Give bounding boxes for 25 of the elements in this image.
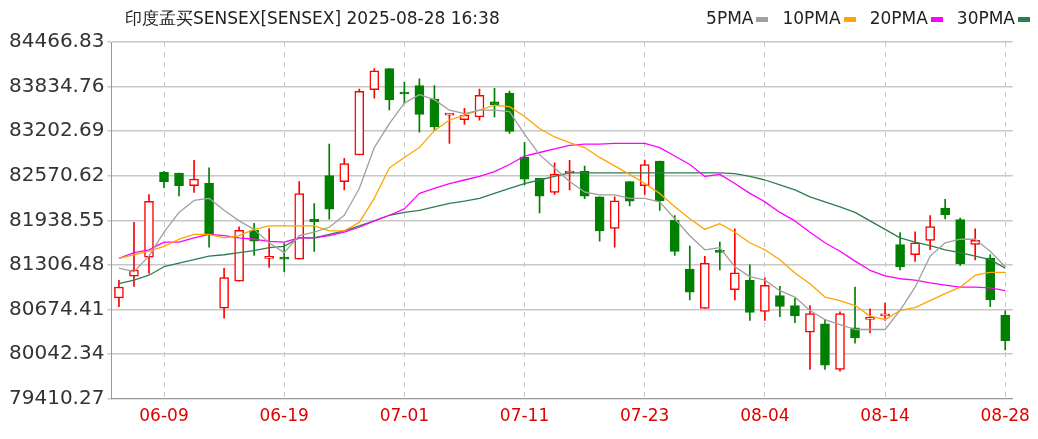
- x-tick-label: 07-23: [620, 405, 670, 426]
- y-tick-label: 81306.48: [8, 251, 105, 276]
- y-tick-label: 83202.69: [8, 117, 105, 142]
- y-tick-label: 80042.34: [8, 340, 105, 365]
- y-tick-label: 83834.76: [8, 72, 105, 97]
- x-tick-label: 08-04: [740, 405, 790, 426]
- y-tick-label: 80674.41: [8, 295, 105, 320]
- x-tick-label: 08-28: [980, 405, 1030, 426]
- x-tick-label: 08-14: [860, 405, 910, 426]
- x-tick-label: 07-11: [499, 405, 550, 426]
- y-tick-label: 82570.62: [8, 161, 105, 186]
- x-tick-label: 07-01: [379, 405, 430, 426]
- chart-title: 印度孟买SENSEX[SENSEX] 2025-08-28 16:38: [125, 6, 500, 30]
- x-tick-label: 06-09: [139, 405, 189, 426]
- candlestick: [309, 203, 320, 252]
- legend-label: 20PMA: [869, 8, 929, 28]
- y-tick-label: 81938.55: [8, 206, 105, 231]
- x-tick-label: 06-19: [259, 405, 309, 426]
- legend-label: 10PMA: [782, 8, 842, 28]
- y-tick-label: 84466.83: [8, 28, 105, 53]
- legend-label: 5PMA: [706, 8, 755, 28]
- legend-label: 30PMA: [956, 8, 1016, 28]
- y-tick-label: 79410.27: [8, 384, 105, 409]
- candlestick: [865, 308, 875, 334]
- candlestick: [264, 228, 274, 268]
